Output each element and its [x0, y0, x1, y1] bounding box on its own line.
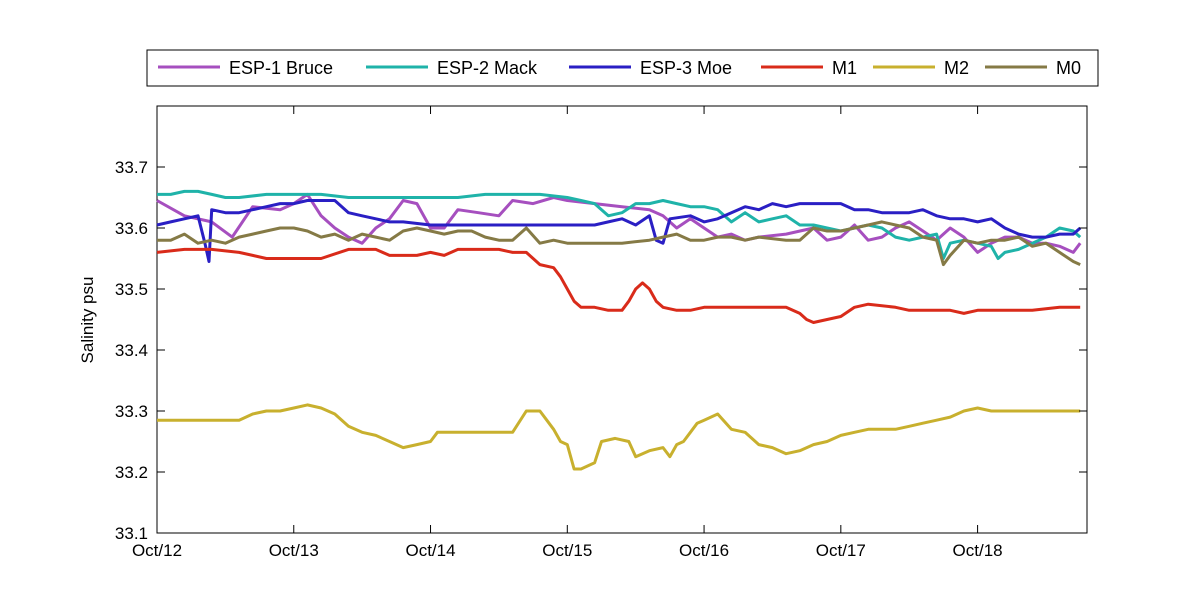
x-tick-label: Oct/18	[953, 541, 1003, 560]
x-tick-label: Oct/15	[542, 541, 592, 560]
x-tick-label: Oct/13	[269, 541, 319, 560]
series-line-m2	[157, 403, 1081, 471]
x-tick-label: Oct/17	[816, 541, 866, 560]
legend: ESP-1 Bruce ESP-2 Mack ESP-3 Moe M1 M2 M0	[146, 49, 1099, 87]
y-tick-label: 33.7	[115, 158, 148, 177]
series-line-m1	[156, 247, 1081, 324]
x-tick-label: Oct/12	[132, 541, 182, 560]
y-tick-label: 33.2	[115, 463, 148, 482]
legend-label: ESP-2 Mack	[437, 58, 538, 78]
legend-label: M1	[832, 58, 857, 78]
y-tick-label: 33.1	[115, 524, 148, 543]
legend-label: M0	[1056, 58, 1081, 78]
y-axis-title: Salinity psu	[78, 277, 97, 364]
legend-label: ESP-1 Bruce	[229, 58, 333, 78]
series-layer	[156, 189, 1082, 471]
y-tick-label: 33.6	[115, 219, 148, 238]
legend-label: M2	[944, 58, 969, 78]
legend-label: ESP-3 Moe	[640, 58, 732, 78]
y-tick-label: 33.5	[115, 280, 148, 299]
y-tick-label: 33.3	[115, 402, 148, 421]
axes-layer: 33.1 33.2 33.3 33.4 33.5 33.6 33.7 Oct/12 Oct/13…	[115, 106, 1087, 560]
series-line-esp-3-moe	[156, 199, 1082, 263]
series-line-m0	[157, 220, 1081, 267]
y-tick-label: 33.4	[115, 341, 148, 360]
plot-area	[156, 105, 1088, 534]
x-tick-label: Oct/14	[405, 541, 455, 560]
x-tick-label: Oct/16	[679, 541, 729, 560]
